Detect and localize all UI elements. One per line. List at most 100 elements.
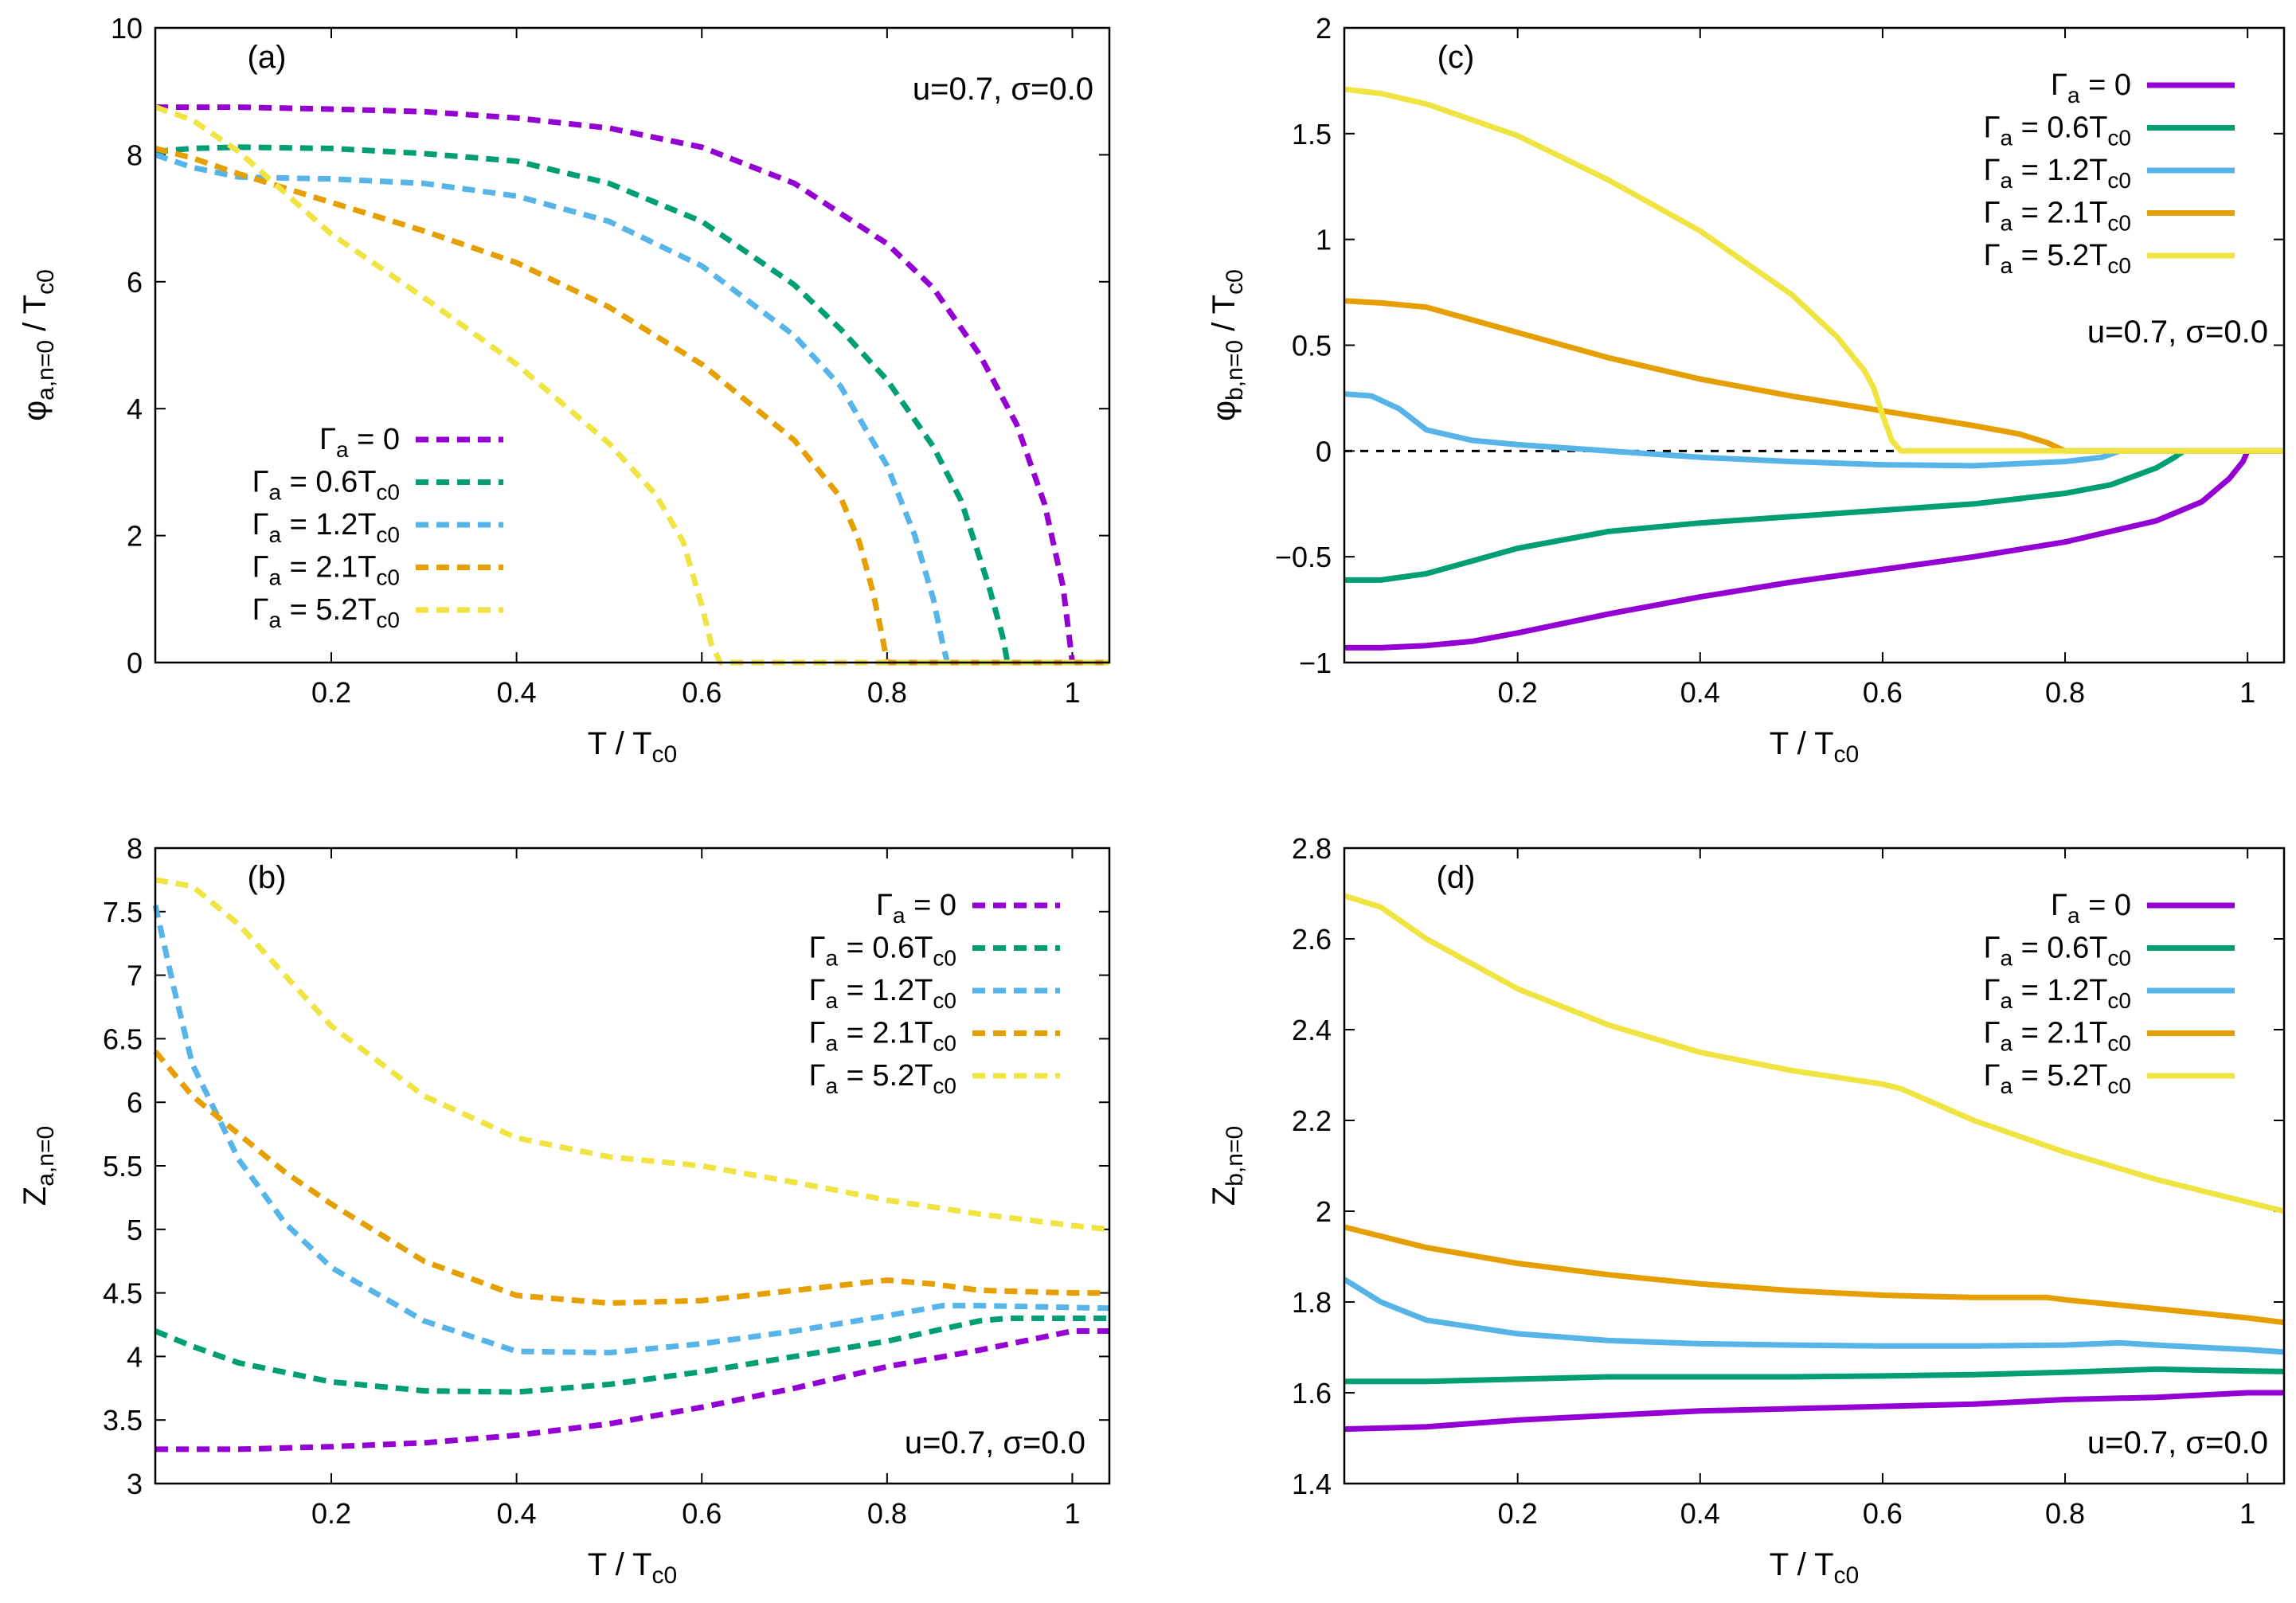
series-line-2 <box>154 152 1109 666</box>
x-tick-label: 0.2 <box>1498 676 1538 709</box>
y-axis-label: Za,n=0 <box>18 1126 59 1206</box>
x-tick-label: 1 <box>2239 1497 2255 1530</box>
x-axis-label: T / Tc0 <box>588 726 677 768</box>
legend-label-3: Γa = 2.1Tc0 <box>252 551 400 590</box>
y-tick-label: 4 <box>127 1340 143 1373</box>
y-tick-label: 6.5 <box>103 1022 143 1055</box>
x-axis-label: T / Tc0 <box>1770 726 1859 768</box>
y-tick-label: 1.6 <box>1292 1377 1332 1409</box>
y-tick-label: −0.5 <box>1275 541 1332 573</box>
x-tick-label: 0.6 <box>682 1497 722 1530</box>
legend-label-0: Γa = 0 <box>2051 889 2131 928</box>
series-line-4 <box>155 877 1110 1233</box>
annotation: u=0.7, σ=0.0 <box>913 72 1093 107</box>
y-tick-label: 5 <box>127 1214 143 1246</box>
y-tick-label: 7.5 <box>103 896 143 929</box>
y-tick-label: 5.5 <box>103 1150 143 1183</box>
y-tick-label: 2.2 <box>1292 1105 1332 1137</box>
x-tick-label: 1 <box>2239 676 2255 709</box>
legend-label-1: Γa = 0.6Tc0 <box>252 466 400 505</box>
series-line-3 <box>153 1050 1109 1306</box>
series-line-0 <box>1344 448 2284 651</box>
panel-label: (a) <box>248 40 287 75</box>
x-tick-label: 0.8 <box>2045 676 2085 709</box>
y-tick-label: 2.6 <box>1292 923 1332 956</box>
annotation: u=0.7, σ=0.0 <box>905 1425 1085 1460</box>
series-line-0 <box>155 1328 1109 1452</box>
series-line-3 <box>1344 1224 2285 1326</box>
legend-label-4: Γa = 5.2Tc0 <box>1984 1059 2131 1098</box>
y-axis-label: φa,n=0 / Tc0 <box>18 269 59 421</box>
x-tick-label: 0.2 <box>311 676 351 709</box>
series-line-1 <box>1344 1366 2285 1385</box>
y-tick-label: 1.4 <box>1292 1468 1332 1500</box>
annotation: u=0.7, σ=0.0 <box>2087 315 2268 350</box>
legend-label-1: Γa = 0.6Tc0 <box>1984 111 2131 151</box>
legend-label-3: Γa = 2.1Tc0 <box>1984 197 2131 236</box>
series-line-2 <box>1344 391 2284 469</box>
legend-label-1: Γa = 0.6Tc0 <box>809 932 956 971</box>
x-tick-label: 0.6 <box>682 676 722 709</box>
plot-frame <box>154 846 1111 1485</box>
y-tick-label: 2 <box>1316 12 1332 45</box>
x-tick-label: 0.2 <box>311 1497 351 1530</box>
panel-c: 0.2 0.4 0.6 0.8 1 −1 −0.5 0 0.5 1 1.5 2 (c) u=0.7, σ=… <box>1207 12 2286 768</box>
y-tick-label: 1 <box>1316 224 1332 256</box>
y-tick-label: 8 <box>127 832 143 865</box>
x-tick-label: 0.6 <box>1863 676 1903 709</box>
legend-label-4: Γa = 5.2Tc0 <box>809 1059 956 1098</box>
y-tick-label: 0 <box>1316 435 1332 467</box>
panel-label: (d) <box>1437 860 1476 895</box>
y-tick-label: 1.8 <box>1292 1286 1332 1319</box>
x-tick-label: 0.4 <box>497 1497 537 1530</box>
legend-label-2: Γa = 1.2Tc0 <box>252 508 400 547</box>
series-line-4 <box>1343 893 2285 1214</box>
x-axis-label: T / Tc0 <box>1770 1547 1859 1589</box>
series-line-0 <box>155 104 1109 666</box>
y-tick-label: 1.5 <box>1292 118 1332 151</box>
annotation: u=0.7, σ=0.0 <box>2087 1425 2268 1460</box>
y-tick-label: −1 <box>1299 647 1332 679</box>
panel-label: (b) <box>248 860 287 895</box>
legend-label-0: Γa = 0 <box>876 889 956 928</box>
series-line-4 <box>154 104 1109 666</box>
y-tick-label: 0 <box>127 647 143 679</box>
plot-frame <box>1343 846 2286 1485</box>
panel-d: 0.2 0.4 0.6 0.8 1 1.4 1.6 1.8 2 2.2 2.4 2.6 2.8 (d) u=… <box>1207 832 2286 1589</box>
series-line-3 <box>155 146 1109 666</box>
legend-label-3: Γa = 2.1Tc0 <box>1984 1017 2131 1056</box>
panel-label: (c) <box>1437 40 1475 75</box>
y-tick-label: 4 <box>127 393 143 425</box>
legend-label-4: Γa = 5.2Tc0 <box>1984 239 2131 278</box>
plot-frame <box>1343 26 2286 664</box>
panel-b: 0.2 0.4 0.6 0.8 1 3 3.5 4 4.5 5 5.5 6 6.5 7 7.5 8 (b) u=0… <box>18 832 1111 1589</box>
x-tick-label: 0.8 <box>867 676 907 709</box>
y-tick-label: 10 <box>111 12 143 45</box>
series-line-0 <box>1344 1390 2284 1433</box>
series-line-1 <box>154 1316 1109 1395</box>
y-tick-label: 2.8 <box>1292 832 1332 865</box>
series-line-1 <box>1344 448 2284 583</box>
legend-label-3: Γa = 2.1Tc0 <box>809 1017 956 1056</box>
series-line-3 <box>1344 298 2284 454</box>
y-tick-label: 7 <box>127 960 143 992</box>
legend-label-1: Γa = 0.6Tc0 <box>1984 932 2131 971</box>
series-line-2 <box>152 905 1110 1356</box>
x-tick-label: 0.4 <box>1680 1497 1720 1530</box>
x-tick-label: 1 <box>1064 676 1080 709</box>
y-axis-label: φb,n=0 / Tc0 <box>1207 269 1248 421</box>
x-tick-label: 0.6 <box>1863 1497 1903 1530</box>
y-tick-label: 2 <box>127 520 143 553</box>
legend-label-2: Γa = 1.2Tc0 <box>1984 154 2131 193</box>
series-line-4 <box>1344 86 2284 454</box>
y-axis-label: Zb,n=0 <box>1207 1126 1248 1206</box>
plot-frame <box>154 26 1111 664</box>
y-tick-label: 2 <box>1316 1195 1332 1228</box>
legend-label-2: Γa = 1.2Tc0 <box>1984 974 2131 1013</box>
